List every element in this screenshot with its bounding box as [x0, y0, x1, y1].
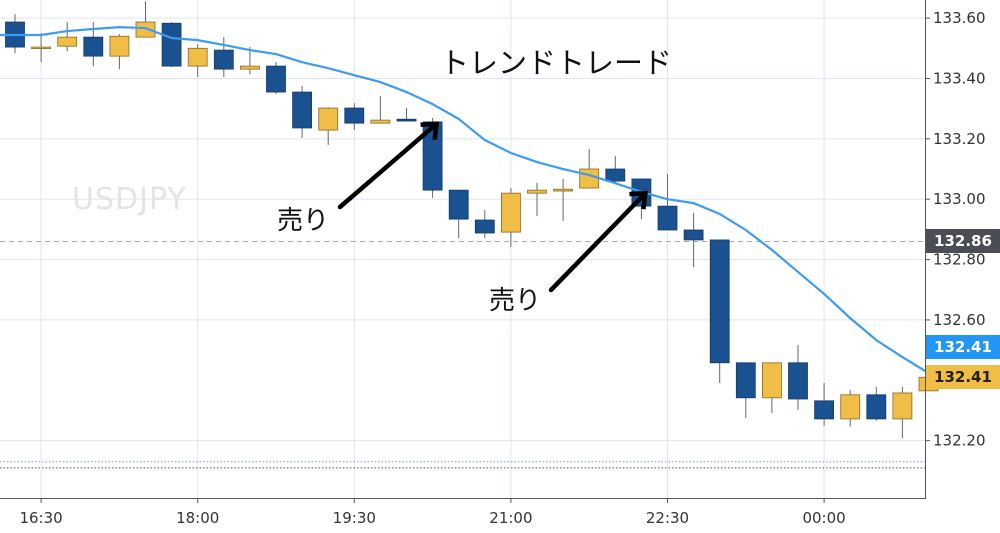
candle [579, 149, 600, 189]
candle-body-bullish [135, 21, 156, 38]
candle [866, 386, 887, 421]
candle [57, 22, 78, 52]
candle-body-bearish [474, 219, 495, 234]
price-tick-label: 132.20 [933, 432, 986, 450]
candle-body-bearish [213, 49, 234, 70]
candles [5, 1, 939, 438]
arrow-shaft [337, 121, 439, 210]
price-tick-label: 133.60 [933, 9, 986, 27]
candle-body-bearish [344, 107, 365, 124]
candle-body-bearish [657, 205, 678, 231]
sell-annotation-2: 売り [489, 286, 542, 316]
candle [292, 86, 313, 138]
candle-body-bearish [292, 91, 313, 129]
arrow-icon [337, 121, 440, 210]
candle-body-bearish [709, 239, 730, 364]
symbol-watermark: USDJPY [72, 182, 187, 217]
candle [762, 362, 782, 413]
candle [344, 103, 365, 131]
candle-body-bearish [683, 229, 704, 241]
candle-body-bullish [318, 107, 339, 131]
candle [318, 107, 339, 145]
candle-body-bullish [109, 35, 130, 57]
candle-body-bearish [83, 36, 104, 57]
candle [266, 62, 286, 95]
price-tick-label: 132.60 [933, 311, 986, 329]
candle-body-bearish [266, 65, 286, 93]
time-tick-label: 21:00 [489, 509, 532, 527]
time-tick-label: 16:30 [19, 509, 62, 527]
price-label: 132.41 [926, 365, 1000, 390]
chart-title: トレンドトレード [440, 46, 673, 80]
time-tick-label: 22:30 [646, 509, 689, 527]
candle-body-bullish [57, 36, 78, 47]
candle [788, 344, 808, 410]
candle-body-bullish [370, 119, 391, 124]
candle-body-bearish [161, 22, 182, 67]
candle [735, 362, 756, 419]
price-tick-label: 133.00 [933, 190, 986, 208]
candle [370, 95, 391, 124]
candle [109, 34, 130, 70]
candle-body-bearish [605, 168, 626, 182]
candle-body-bullish [762, 362, 782, 399]
arrow-head [420, 121, 440, 141]
sell-annotation-1: 売り [277, 206, 330, 236]
candle-body-bullish [187, 47, 208, 67]
candle [239, 47, 260, 75]
price-label: 132.41 [926, 335, 1000, 360]
candle-body-bullish [31, 46, 52, 49]
candle [840, 389, 861, 427]
price-tick-label: 133.40 [933, 69, 986, 87]
time-tick-label: 00:00 [802, 509, 845, 527]
time-tick-label: 18:00 [176, 509, 219, 527]
arrow-icon [548, 190, 648, 293]
candle [814, 383, 834, 426]
candle [474, 210, 495, 239]
candle-body-bearish [396, 118, 417, 122]
candle-body-bullish [500, 192, 521, 233]
time-axis[interactable]: 16:30 18:00 19:30 21:00 22:30 00:00 [19, 498, 846, 527]
arrows [337, 121, 648, 293]
candle [892, 386, 913, 438]
candle [500, 188, 521, 247]
candle [135, 1, 156, 38]
candle [527, 182, 547, 217]
candle-body-bearish [866, 394, 887, 420]
candle [657, 174, 678, 231]
candle-body-bullish [553, 188, 573, 192]
candle [683, 213, 704, 268]
arrow-shaft [548, 190, 648, 293]
time-tick-label: 19:30 [333, 509, 376, 527]
candle [448, 189, 469, 239]
candle [187, 44, 208, 77]
price-label: 132.86 [926, 229, 1000, 254]
price-tick-label: 132.80 [933, 251, 986, 269]
candle-body-bullish [892, 392, 913, 420]
moving-average-line [0, 26, 930, 374]
candle-body-bullish [239, 65, 260, 70]
candle [396, 108, 417, 122]
candle-body-bullish [579, 168, 600, 189]
horizontal-lines [0, 240, 925, 469]
price-axis[interactable]: 133.60 133.40 133.20 133.00 132.80 132.60 132.… [925, 9, 986, 450]
candle [161, 22, 182, 68]
candle-body-bearish [814, 400, 834, 420]
candle-body-bearish [735, 362, 756, 399]
candle-body-bearish [788, 362, 808, 400]
candle-body-bearish [448, 189, 469, 220]
candle-body-bullish [840, 394, 861, 420]
candle [213, 37, 234, 77]
candle [553, 178, 573, 221]
arrow-head [629, 190, 648, 210]
candle [31, 33, 52, 63]
candle [709, 239, 730, 384]
candle [5, 14, 25, 54]
price-tick-label: 133.20 [933, 130, 986, 148]
candle [605, 156, 626, 185]
candle-body-bullish [527, 189, 547, 194]
